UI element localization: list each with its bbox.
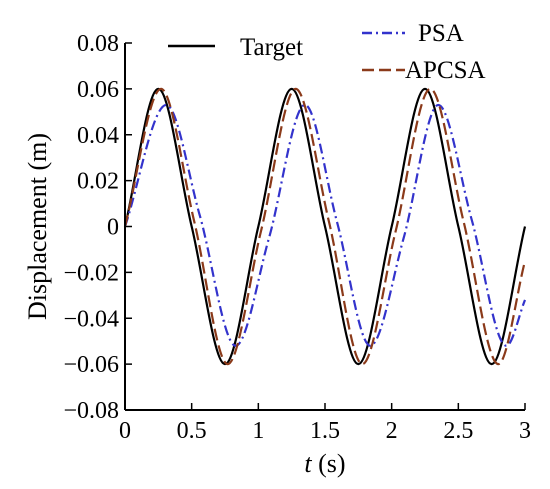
y-axis-title: Displacement (m) xyxy=(23,133,52,320)
y-tick-label: −0.08 xyxy=(63,398,119,424)
x-axis-title-variable: t xyxy=(304,449,312,478)
legend-label-target: Target xyxy=(240,34,303,61)
legend-label-psa: PSA xyxy=(418,20,464,47)
y-tick-label: 0.06 xyxy=(77,77,119,103)
y-tick-label: −0.06 xyxy=(63,352,119,378)
x-axis-title: t (s) xyxy=(304,449,345,478)
y-tick-label: 0.08 xyxy=(77,31,119,57)
y-tick-label: 0 xyxy=(107,215,119,241)
y-tick-label: −0.04 xyxy=(63,306,119,332)
x-tick-label: 2 xyxy=(386,418,398,444)
x-tick-label: 1 xyxy=(252,418,264,444)
x-tick-label: 2.5 xyxy=(443,418,473,444)
y-tick-label: 0.04 xyxy=(77,123,119,149)
x-tick-label: 3 xyxy=(519,418,531,444)
series-lines xyxy=(123,87,527,366)
y-tick-label: 0.02 xyxy=(77,169,119,195)
x-tick-label: 1.5 xyxy=(310,418,340,444)
series-line-psa xyxy=(123,103,527,347)
series-line-apcsa xyxy=(123,87,527,366)
axes: 0 0.5 1 1.5 2 2.5 3 0.08 0.06 0.04 0.02 0 −0.02 −0.04… xyxy=(23,31,531,478)
x-tick-label: 0.5 xyxy=(177,418,207,444)
legend-label-apcsa: APCSA xyxy=(405,57,486,84)
x-axis-title-unit: (s) xyxy=(312,449,346,478)
series-line-target xyxy=(123,87,527,366)
y-tick-label: −0.02 xyxy=(63,260,119,286)
x-tick-label: 0 xyxy=(119,418,131,444)
legend: Target PSA APCSA xyxy=(168,20,486,84)
